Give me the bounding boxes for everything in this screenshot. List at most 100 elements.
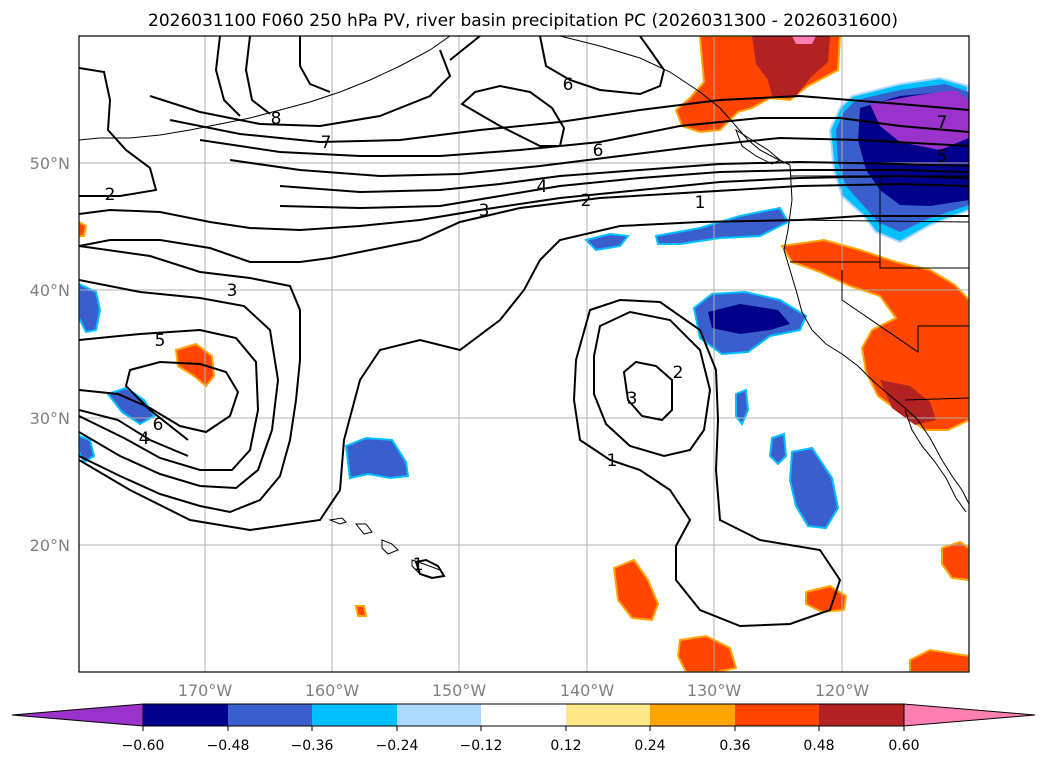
colorbar-segment-5 (481, 704, 566, 726)
pv-contour-jet-6 (199, 117, 969, 157)
pv-contour-labels: 8 7 6 6 5 7 5 4 3 2 1 2 3 2 1 3 6 4 1 (105, 75, 948, 575)
precip-positive-south-4 (941, 540, 969, 582)
pv-contours (79, 36, 969, 628)
precip-positive-west-2 (79, 220, 88, 237)
colorbar-tick-label-10: 0.60 (888, 738, 919, 754)
pv-label-4b: 4 (139, 429, 150, 449)
pv-contour-alaska-4 (299, 36, 331, 93)
pv-label-2a: 2 (581, 191, 592, 211)
colorbar-tick-label-4: −0.24 (376, 738, 419, 754)
figure-title: 2026031100 F060 250 hPa PV, river basin … (148, 11, 898, 31)
pv-contour-gulf-6 (449, 36, 666, 96)
pv-label-3b: 3 (227, 281, 238, 301)
precip-negative-hawaii (344, 436, 410, 480)
pv-label-3c: 3 (627, 389, 638, 409)
latitude-labels: 20°N 30°N 40°N 50°N (30, 154, 70, 555)
lon-label-140w: 140°W (560, 681, 615, 700)
colorbar-segment-9 (819, 704, 904, 726)
colorbar-segment-3 (312, 704, 397, 726)
pv-label-1a: 1 (695, 193, 706, 213)
colorbar-segment-7 (650, 704, 735, 726)
colorbar-segment-6 (566, 704, 650, 726)
pv-label-5b: 5 (155, 331, 166, 351)
precip-positive-small-1 (354, 605, 368, 617)
pv-contour-hawaii-1 (414, 558, 446, 580)
precip-positive-california-core (880, 380, 936, 425)
coastline-alaska (79, 36, 451, 141)
precip-negative-small-2 (768, 432, 788, 466)
pv-label-4a: 4 (537, 177, 548, 197)
colorbar-tick-label-9: 0.48 (803, 738, 834, 754)
lon-label-120w: 120°W (815, 681, 870, 700)
colorbar-ticks (142, 726, 905, 731)
pv-label-7b: 7 (937, 113, 948, 133)
pv-contour-west-5 (79, 409, 189, 457)
border-us-mexico (904, 397, 969, 401)
precip-positive-alaska-core (752, 36, 830, 96)
pv-contour-west-3 (79, 328, 260, 471)
lon-label-160w: 160°W (305, 681, 360, 700)
precip-negative-west-3 (79, 434, 96, 464)
pv-label-2c: 2 (673, 363, 684, 383)
precip-positive-south-3 (676, 634, 738, 672)
precip-negative-west-1 (79, 282, 102, 334)
pv-contour-jet-4 (279, 160, 969, 194)
colorbar-tick-label-1: −0.60 (122, 738, 165, 754)
colorbar-outline (142, 703, 905, 727)
pv-contour-jet-1 (79, 182, 969, 263)
pv-contour-alaska-1 (79, 67, 158, 197)
pv-contour-jet-8 (149, 49, 452, 128)
colorbar-tick-label-5: −0.12 (460, 738, 503, 754)
map-area: 8 7 6 6 5 7 5 4 3 2 1 2 3 2 1 3 6 4 1 (79, 36, 969, 672)
lat-label-40n: 40°N (30, 281, 70, 300)
coastline-alaska-panhandle (559, 36, 791, 166)
pv-contour-jet-3 (279, 169, 969, 210)
coastline-baja (904, 409, 967, 513)
colorbar-extend-min (11, 703, 144, 727)
precip-negative-streak-2 (584, 232, 630, 252)
precip-shading (79, 36, 969, 672)
colorbar-segment-2 (228, 704, 312, 726)
map-border (78, 35, 970, 673)
pv-label-5a: 5 (937, 147, 948, 167)
pv-label-3a: 3 (479, 201, 490, 221)
colorbar: −0.60 −0.48 −0.36 −0.24 −0.12 0.12 0.24 … (11, 703, 1036, 754)
precip-positive-alaska-peak (792, 36, 816, 44)
lon-label-170w: 170°W (178, 681, 233, 700)
colorbar-segment-4 (397, 704, 481, 726)
lat-label-30n: 30°N (30, 409, 70, 428)
precip-negative-pnw-peak (870, 90, 969, 150)
colorbar-tick-label-3: −0.36 (291, 738, 334, 754)
pv-label-7a: 7 (321, 133, 332, 153)
longitude-labels: 170°W 160°W 150°W 140°W 130°W 120°W (178, 681, 870, 700)
border-states-2 (790, 261, 969, 269)
colorbar-extend-max (903, 703, 1036, 727)
pv-contour-alaska-3 (244, 36, 271, 115)
pv-contour-lower-1 (79, 215, 969, 532)
precip-negative-central-core (708, 304, 790, 334)
pv-contour-west-4 (79, 360, 240, 441)
precip-positive-south-1 (612, 558, 660, 622)
pv-contour-west-2 (79, 279, 280, 490)
pv-label-1b: 1 (607, 451, 618, 471)
pv-label-6a: 6 (563, 75, 574, 95)
colorbar-tick-label-6: 0.12 (550, 738, 581, 754)
pv-label-6c: 6 (153, 415, 164, 435)
lon-label-130w: 130°W (687, 681, 742, 700)
pv-contour-central-1 (572, 298, 842, 628)
colorbar-tick-label-2: −0.48 (207, 738, 250, 754)
pv-contour-gulf-inner (460, 84, 566, 147)
pv-contour-central-2 (593, 310, 712, 458)
precip-negative-west-2 (106, 386, 156, 426)
pv-contour-alaska-2 (214, 36, 241, 117)
precip-negative-subtropical (788, 446, 840, 530)
pv-contour-central-3 (622, 360, 673, 422)
pv-label-2b: 2 (105, 185, 116, 205)
precip-negative-small-1 (735, 388, 750, 426)
coastline-hawaii (328, 517, 445, 579)
coastline-west-us (783, 164, 969, 505)
precip-positive-south-5 (909, 648, 969, 672)
colorbar-segment-8 (735, 704, 819, 726)
lon-label-150w: 150°W (432, 681, 487, 700)
